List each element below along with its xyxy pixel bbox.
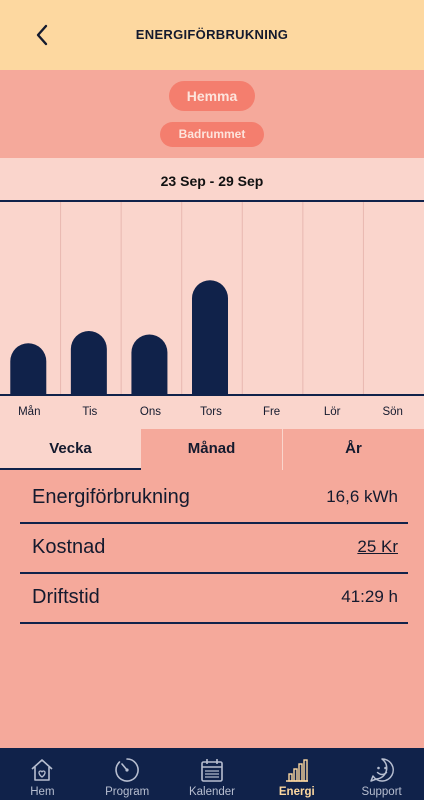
tab-week[interactable]: Vecka bbox=[0, 429, 141, 470]
x-tick-label: Fre bbox=[263, 406, 280, 418]
nav-label-calendar: Kalender bbox=[188, 786, 236, 798]
app-header: ENERGIFÖRBRUKNING bbox=[0, 0, 424, 70]
bar-Tors[interactable] bbox=[192, 280, 228, 394]
smiley-chat-icon bbox=[369, 758, 394, 782]
filter-chips: Hemma Badrummet bbox=[0, 70, 424, 158]
date-range: 23 Sep - 29 Sep bbox=[0, 158, 424, 202]
chevron-left-icon[interactable] bbox=[30, 22, 56, 48]
energy-chart: Mån Tis Ons Tors Fre Lör Sön bbox=[0, 202, 424, 429]
nav-item-home[interactable]: Hem bbox=[0, 748, 85, 800]
room-chip[interactable]: Badrummet bbox=[160, 122, 264, 147]
bottom-nav: Hem Program Kalender Energi bbox=[0, 748, 424, 800]
calendar-icon bbox=[201, 759, 223, 782]
home-chip[interactable]: Hemma bbox=[169, 81, 255, 111]
timer-icon bbox=[115, 758, 139, 782]
stat-row-cost: Kostnad 25 Kr bbox=[20, 526, 408, 574]
x-tick-label: Tis bbox=[82, 406, 97, 418]
energy-label: Energiförbrukning bbox=[32, 486, 190, 508]
stat-row-energy: Energiförbrukning 16,6 kWh bbox=[20, 476, 408, 524]
stat-row-runtime: Driftstid 41:29 h bbox=[20, 576, 408, 624]
nav-item-energy[interactable]: Energi bbox=[254, 748, 339, 800]
x-tick-label: Tors bbox=[200, 406, 222, 418]
nav-label-program: Program bbox=[105, 786, 150, 798]
bar-Ons[interactable] bbox=[131, 334, 168, 394]
tab-month[interactable]: Månad bbox=[187, 440, 236, 457]
period-tabs: Vecka Månad År bbox=[0, 429, 424, 470]
x-tick-label: Lör bbox=[324, 406, 341, 418]
energy-value: 16,6 kWh bbox=[326, 487, 398, 506]
x-tick-label: Sön bbox=[382, 406, 402, 418]
nav-label-energy: Energi bbox=[278, 786, 315, 798]
cost-value-link[interactable]: 25 Kr bbox=[357, 537, 398, 556]
runtime-value: 41:29 h bbox=[341, 587, 398, 606]
runtime-label: Driftstid bbox=[32, 586, 100, 608]
bar-Mån[interactable] bbox=[10, 343, 47, 394]
bar-chart-icon bbox=[285, 759, 308, 782]
nav-item-calendar[interactable]: Kalender bbox=[170, 748, 255, 800]
nav-label-support: Support bbox=[361, 786, 402, 798]
nav-item-support[interactable]: Support bbox=[339, 748, 424, 800]
nav-label-home: Hem bbox=[30, 786, 55, 798]
tab-year[interactable]: År bbox=[282, 429, 424, 470]
cost-label: Kostnad bbox=[32, 536, 106, 558]
page-title: ENERGIFÖRBRUKNING bbox=[135, 27, 289, 42]
bar-Tis[interactable] bbox=[70, 331, 107, 394]
home-heart-icon bbox=[31, 759, 53, 781]
energy-bar-chart: Mån Tis Ons Tors Fre Lör Sön bbox=[0, 202, 424, 418]
nav-item-program[interactable]: Program bbox=[85, 748, 170, 800]
x-tick-label: Mån bbox=[18, 406, 40, 418]
x-tick-label: Ons bbox=[140, 406, 161, 418]
